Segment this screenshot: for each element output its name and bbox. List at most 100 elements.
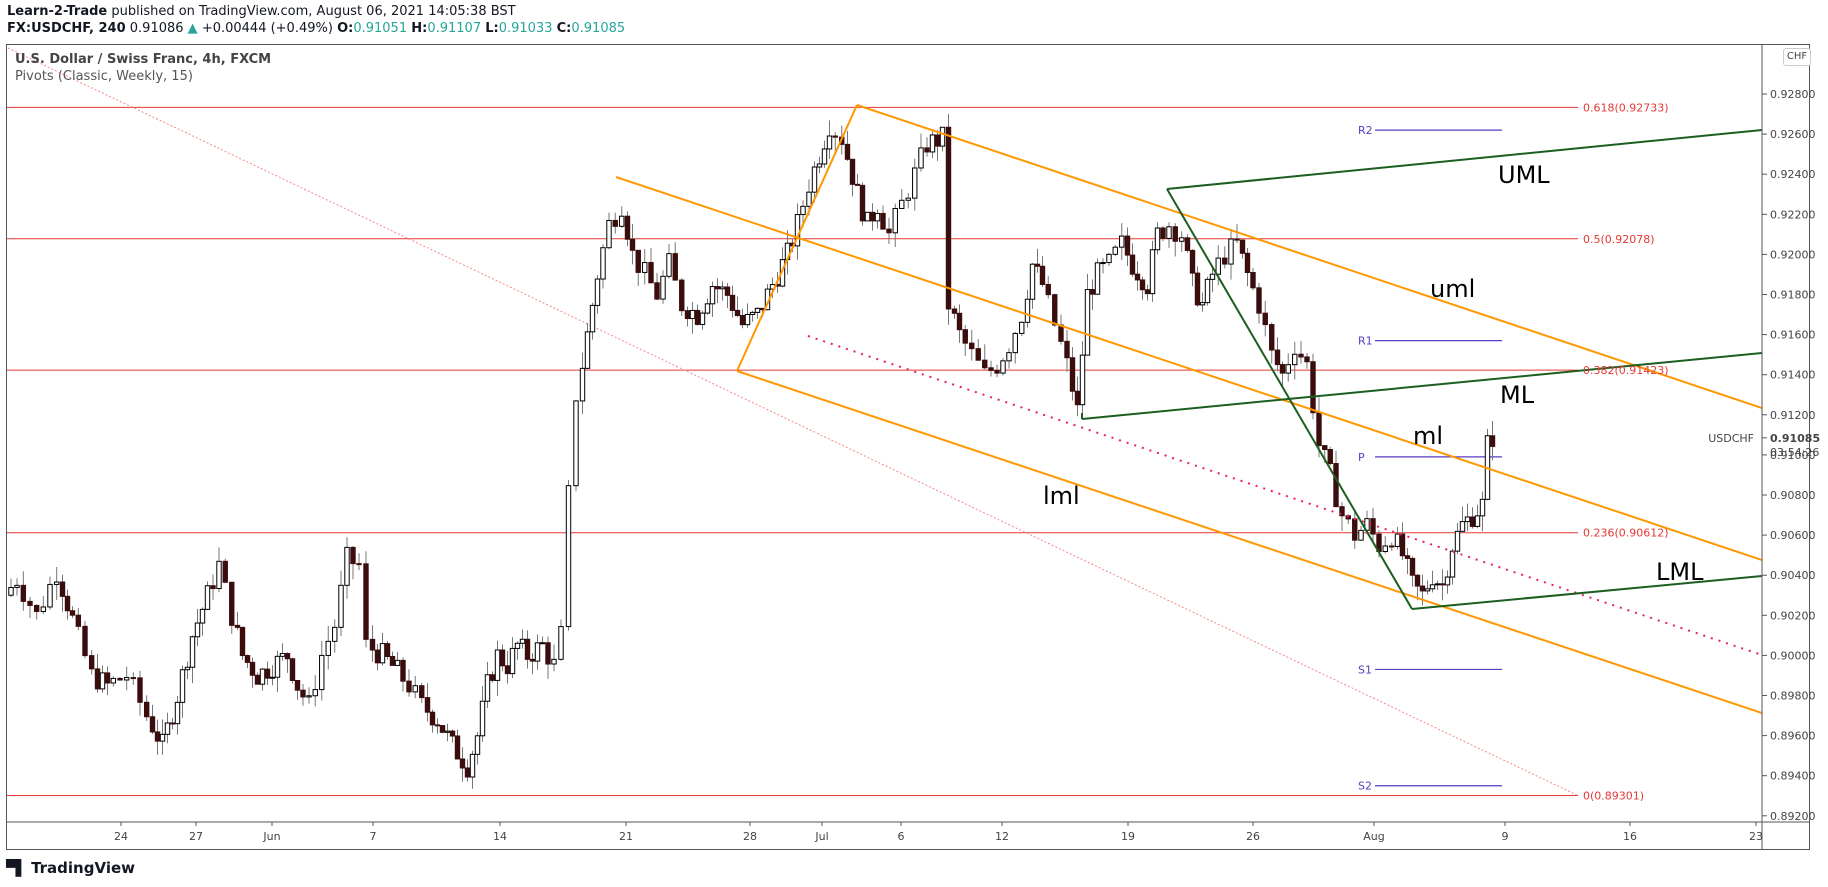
candle	[254, 674, 261, 685]
candle	[1124, 235, 1131, 256]
candle	[975, 348, 981, 361]
candle	[660, 275, 666, 300]
candle	[130, 677, 137, 680]
candle	[684, 310, 691, 320]
candle	[565, 485, 572, 628]
candle	[269, 676, 276, 679]
candle	[204, 585, 211, 610]
candle	[1039, 265, 1046, 285]
candle	[956, 312, 963, 331]
candle	[800, 205, 806, 216]
price-tick: 0.90000	[1770, 649, 1816, 662]
candle	[694, 309, 701, 325]
candle	[210, 585, 216, 590]
candle	[369, 638, 376, 651]
candle	[1459, 521, 1466, 532]
candle	[1274, 349, 1281, 366]
candle	[1444, 576, 1451, 586]
candle	[179, 669, 186, 703]
price-tick: 0.89200	[1770, 810, 1816, 823]
candle	[1244, 252, 1251, 274]
candle	[606, 219, 612, 249]
candle	[1160, 227, 1166, 239]
candle	[379, 643, 386, 664]
candle	[854, 183, 861, 186]
candle	[551, 658, 557, 665]
candle	[939, 126, 946, 147]
candle	[832, 135, 838, 138]
candle	[1194, 272, 1201, 306]
low-value: 0.91033	[498, 21, 553, 36]
candle	[149, 716, 156, 733]
price-tick: 0.90600	[1770, 529, 1816, 542]
candle	[988, 367, 994, 371]
candle	[374, 649, 381, 664]
candle	[1256, 287, 1262, 314]
up-arrow-icon: ▲	[187, 21, 198, 36]
candle	[945, 126, 952, 310]
candle	[1382, 545, 1388, 553]
candle	[110, 677, 117, 684]
candle	[912, 167, 918, 199]
close-value: 0.91085	[571, 21, 626, 36]
candle	[449, 730, 456, 737]
candle	[749, 311, 756, 315]
high-value: 0.91107	[427, 21, 482, 36]
candle	[1204, 278, 1211, 304]
date-tick: 24	[114, 830, 128, 843]
price-tick: 0.92600	[1770, 128, 1816, 141]
indicator-legend[interactable]: Pivots (Classic, Weekly, 15)	[15, 69, 193, 84]
candle	[494, 649, 501, 681]
candle	[529, 658, 536, 662]
candle	[1228, 238, 1234, 265]
price-change: +0.00444 (+0.49%)	[201, 21, 333, 36]
candle	[704, 303, 711, 314]
candle	[524, 638, 531, 660]
candle	[962, 329, 968, 344]
date-tick: 28	[743, 830, 757, 843]
candle	[300, 689, 306, 698]
candle	[584, 331, 591, 369]
candle	[821, 148, 828, 165]
candle	[1209, 273, 1216, 280]
date-tick: 16	[1623, 830, 1637, 843]
chart-frame[interactable]	[6, 44, 1810, 850]
currency-badge[interactable]: CHF	[1783, 48, 1811, 66]
candle	[1464, 516, 1471, 523]
candle	[1298, 353, 1304, 358]
candle	[123, 677, 130, 681]
candle	[864, 211, 871, 222]
candle	[1469, 516, 1476, 527]
price-tick: 0.91800	[1770, 289, 1816, 302]
candle	[1045, 283, 1051, 296]
date-tick: 6	[898, 830, 905, 843]
candle	[1134, 273, 1141, 281]
candle	[754, 307, 761, 313]
candle	[1370, 518, 1376, 535]
date-tick: 19	[1121, 830, 1135, 843]
candle	[1434, 583, 1441, 586]
candle	[612, 219, 618, 227]
candle	[1424, 588, 1431, 592]
candle	[82, 625, 88, 657]
candle	[1310, 361, 1316, 414]
candle	[1419, 585, 1426, 592]
candle	[1024, 298, 1031, 323]
candle	[1239, 239, 1246, 254]
candle	[444, 730, 451, 733]
candle	[1474, 515, 1481, 527]
candle	[849, 158, 856, 185]
candle	[826, 135, 833, 150]
candle	[1352, 518, 1358, 541]
candle	[1119, 235, 1125, 248]
fib-label: 0.382(0.91423)	[1583, 364, 1669, 377]
price-tick: 0.92800	[1770, 88, 1816, 101]
date-tick: Jul	[814, 830, 828, 843]
candle	[558, 626, 564, 660]
fib-label: 0.236(0.90612)	[1583, 527, 1669, 540]
candle	[394, 659, 401, 666]
candle	[811, 166, 818, 193]
candle	[429, 711, 436, 726]
candle	[8, 586, 14, 596]
